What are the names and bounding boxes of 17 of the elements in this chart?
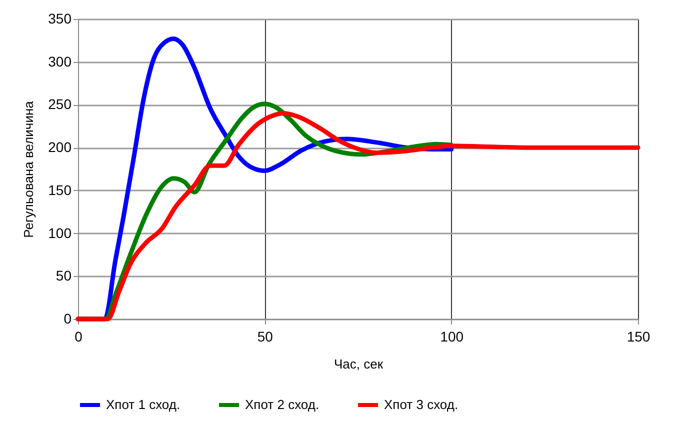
y-tick-label: 0 xyxy=(64,310,72,326)
x-axis-title: Час, сек xyxy=(334,356,384,372)
y-tick-label: 250 xyxy=(48,96,72,112)
y-tick-label: 300 xyxy=(48,53,72,70)
y-axis-title: Регульована величина xyxy=(21,100,36,238)
x-tick-label: 50 xyxy=(257,328,274,344)
x-tick-label: 0 xyxy=(74,328,83,344)
y-tick-label: 100 xyxy=(48,224,72,241)
legend-label: Хпот 2 сход. xyxy=(245,397,320,412)
y-tick-label: 350 xyxy=(48,10,72,26)
y-tick-label: 200 xyxy=(48,139,72,156)
legend-label: Хпот 3 сход. xyxy=(384,397,458,412)
y-tick-label: 150 xyxy=(48,182,72,198)
legend-label: Хпот 1 сход. xyxy=(106,397,180,412)
x-tick-label: 100 xyxy=(440,328,464,344)
y-tick-label: 50 xyxy=(56,268,72,284)
x-tick-label: 150 xyxy=(626,328,650,344)
